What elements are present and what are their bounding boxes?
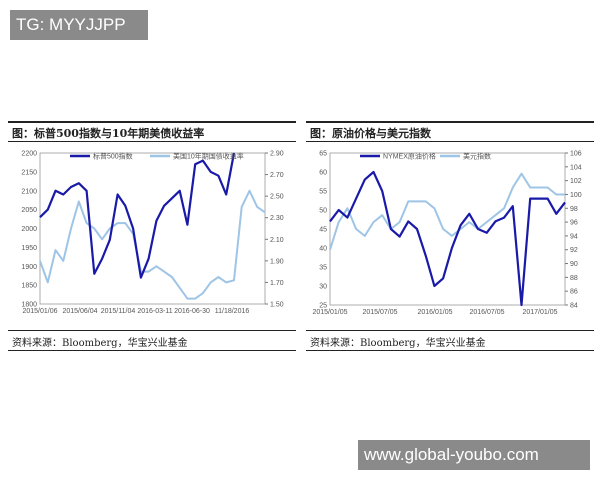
y-right-tick-label: 2.70 — [270, 172, 284, 179]
legend-label: 标普500指数 — [93, 152, 133, 161]
y-right-tick-label: 1.50 — [270, 302, 284, 309]
y-right-tick-label: 2.90 — [270, 151, 284, 158]
divider — [306, 141, 594, 142]
divider — [8, 350, 296, 351]
watermark-top-left: TG: MYYJJPP — [10, 10, 148, 40]
watermark-bottom-right: www.global-youbo.com — [358, 440, 590, 470]
series-line-1 — [329, 172, 565, 251]
divider — [306, 121, 594, 123]
y-left-tick-label: 2050 — [21, 207, 37, 214]
y-left-tick-label: 30 — [319, 284, 327, 291]
y-right-tick-label: 100 — [570, 192, 582, 199]
y-right-tick-label: 96 — [570, 220, 578, 227]
y-right-tick-label: 1.70 — [270, 280, 284, 287]
chart-sp500-yield: 1800 1850 1900 1950 2000 2050 2100 2150 2200 1.50… — [21, 151, 284, 316]
chart-panel-oil: 图：原油价格与美元指数 25 30 35 40 45 50 55 60 65 84 86 88 90 92… — [306, 121, 594, 351]
x-tick-label: 2016-06-30 — [174, 308, 210, 315]
y-right-tick-label: 104 — [570, 164, 582, 171]
y-left-tick-label: 35 — [319, 265, 327, 272]
x-tick-label: 2016/07/05 — [469, 309, 504, 316]
y-left-tick-label: 60 — [319, 170, 327, 177]
y-right-tick-label: 106 — [570, 151, 582, 158]
y-right-tick-label: 1.90 — [270, 258, 284, 265]
y-left-tick-label: 1800 — [21, 302, 37, 309]
x-tick-label: 11/18/2016 — [215, 308, 250, 315]
divider — [8, 121, 296, 123]
chart-oil-dollar: 25 30 35 40 45 50 55 60 65 84 86 88 90 92 94 96 98 100 102… — [312, 151, 582, 317]
divider — [306, 330, 594, 331]
y-right-tick-label: 2.30 — [270, 215, 284, 222]
divider — [306, 350, 594, 351]
legend-label: NYMEX原油价格 — [383, 152, 436, 161]
y-left-tick-label: 40 — [319, 246, 327, 253]
y-left-tick-label: 1900 — [21, 264, 37, 271]
series-line-0 — [39, 152, 236, 279]
y-left-tick-label: 1950 — [21, 245, 37, 252]
y-left-tick-label: 1850 — [21, 283, 37, 290]
x-tick-label: 2015/07/05 — [362, 309, 397, 316]
y-left-tick-label: 2000 — [21, 226, 37, 233]
y-right-tick-label: 2.50 — [270, 194, 284, 201]
x-tick-label: 2017/01/05 — [522, 309, 557, 316]
y-left-tick-label: 2100 — [21, 188, 37, 195]
x-tick-label: 2016/01/05 — [417, 309, 452, 316]
legend-label: 美元指数 — [463, 152, 491, 161]
y-left-tick-label: 25 — [319, 303, 327, 310]
chart-title: 图：原油价格与美元指数 — [310, 127, 431, 140]
y-right-tick-label: 102 — [570, 178, 582, 185]
y-right-tick-label: 88 — [570, 275, 578, 282]
x-tick-label: 2015/11/04 — [101, 308, 136, 315]
y-left-tick-label: 55 — [319, 189, 327, 196]
series-line-1 — [39, 189, 266, 300]
y-right-tick-label: 2.10 — [270, 237, 284, 244]
series-line-0 — [329, 170, 566, 307]
y-right-tick-label: 84 — [570, 303, 578, 310]
chart-title: 图：标普500指数与10年期美债收益率 — [12, 127, 205, 140]
plot-frame — [39, 152, 266, 305]
x-tick-label: 2015/01/06 — [22, 308, 57, 315]
x-tick-label: 2016-03-11 — [137, 308, 172, 315]
y-right-tick-label: 90 — [570, 261, 578, 268]
chart-source: 资料来源：Bloomberg，华宝兴业基金 — [310, 338, 486, 349]
legend-label: 美国10年期国债收益率 — [173, 152, 244, 161]
y-left-tick-label: 2150 — [21, 169, 37, 176]
y-left-tick-label: 2200 — [21, 151, 37, 158]
divider — [8, 330, 296, 331]
chart-panel-sp500: 图：标普500指数与10年期美债收益率 1800 1850 1900 1950 2000… — [8, 121, 296, 351]
divider — [8, 141, 296, 142]
y-left-tick-label: 45 — [319, 227, 327, 234]
chart-source: 资料来源：Bloomberg，华宝兴业基金 — [12, 338, 188, 349]
x-tick-label: 2015/06/04 — [62, 308, 97, 315]
y-left-tick-label: 65 — [319, 151, 327, 158]
y-left-tick-label: 50 — [319, 208, 327, 215]
y-right-tick-label: 98 — [570, 206, 578, 213]
x-tick-label: 2015/01/05 — [312, 309, 347, 316]
y-right-tick-label: 92 — [570, 247, 578, 254]
y-right-tick-label: 86 — [570, 289, 578, 296]
plot-frame — [329, 152, 566, 306]
y-right-tick-label: 94 — [570, 233, 578, 240]
